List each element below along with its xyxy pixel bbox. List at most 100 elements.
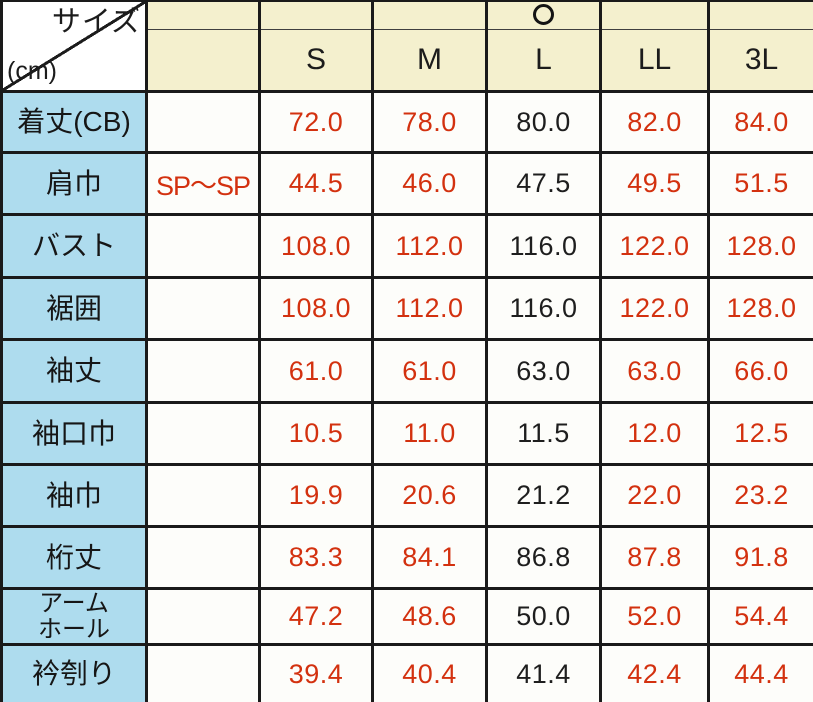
value-cell: 48.6 [374, 590, 485, 643]
value-cell: 12.5 [710, 404, 813, 463]
value-cell: 63.0 [488, 341, 599, 401]
value-cell: 22.0 [602, 466, 707, 525]
value-cell: 82.0 [602, 93, 707, 151]
row-label: 袖口巾 [31, 417, 116, 449]
note-header-label [148, 30, 258, 90]
value-cell: 112.0 [374, 216, 485, 276]
value-cell: 116.0 [488, 216, 599, 276]
value-cell: 61.0 [374, 341, 485, 401]
value-cell: 61.0 [261, 341, 371, 401]
value-cell: 10.5 [261, 404, 371, 463]
note-cell [148, 528, 258, 587]
value-cell: 116.0 [488, 279, 599, 338]
value-cell: 41.4 [488, 646, 599, 702]
column-label: LL [637, 43, 672, 76]
value-cell: 47.2 [261, 590, 371, 643]
value-cell: 80.0 [488, 93, 599, 151]
value-cell: 44.5 [261, 154, 371, 213]
note-column-header [148, 2, 258, 90]
column-label: M [417, 43, 442, 76]
note-cell [148, 646, 258, 702]
unit-label: (cm) [7, 57, 57, 85]
row-header: 着丈(CB) [3, 93, 145, 151]
row-header: 肩巾 [3, 154, 145, 213]
row-label: 衿刳り [31, 658, 116, 689]
size-axis-label: サイズ [51, 6, 141, 38]
value-cell: 47.5 [488, 154, 599, 213]
note-cell [148, 590, 258, 643]
note-cell [148, 216, 258, 276]
value-cell: 122.0 [602, 216, 707, 276]
row-header: 衿刳り [3, 646, 145, 702]
value-cell: 84.1 [374, 528, 485, 587]
value-cell: 52.0 [602, 590, 707, 643]
corner-header-cell: サイズ (cm) [3, 2, 145, 90]
column-header-s: S [261, 2, 371, 90]
column-label: S [305, 43, 326, 76]
value-cell: 108.0 [261, 216, 371, 276]
column-header-3l: 3L [710, 2, 813, 90]
value-cell: 83.3 [261, 528, 371, 587]
value-cell: 108.0 [261, 279, 371, 338]
row-label: バスト [31, 230, 116, 261]
value-cell: 21.2 [488, 466, 599, 525]
circle-mark-icon [533, 4, 554, 25]
row-header: 袖丈 [3, 341, 145, 401]
row-header: 桁丈 [3, 528, 145, 587]
value-cell: 40.4 [374, 646, 485, 702]
value-cell: 44.4 [710, 646, 813, 702]
row-header: 袖口巾 [3, 404, 145, 463]
value-cell: 46.0 [374, 154, 485, 213]
value-cell: 66.0 [710, 341, 813, 401]
value-cell: 84.0 [710, 93, 813, 151]
value-cell: 19.9 [261, 466, 371, 525]
row-header: バスト [3, 216, 145, 276]
value-cell: 42.4 [602, 646, 707, 702]
column-header-l: L [488, 2, 599, 90]
value-cell: 128.0 [710, 216, 813, 276]
note-header-top [148, 2, 258, 30]
note-cell [148, 404, 258, 463]
value-cell: 11.5 [488, 404, 599, 463]
value-cell: 72.0 [261, 93, 371, 151]
value-cell: 122.0 [602, 279, 707, 338]
note-cell [148, 93, 258, 151]
row-label: 裾囲 [45, 292, 102, 324]
column-header-ll: LL [602, 2, 707, 90]
value-cell: 51.5 [710, 154, 813, 213]
value-cell: 49.5 [602, 154, 707, 213]
value-cell: 11.0 [374, 404, 485, 463]
note-cell: SP～SP [148, 154, 258, 213]
value-cell: 63.0 [602, 341, 707, 401]
row-header: 裾囲 [3, 279, 145, 338]
sp-to-sp-note: SP～SP [155, 171, 251, 201]
value-cell: 54.4 [710, 590, 813, 643]
note-cell [148, 279, 258, 338]
value-cell: 112.0 [374, 279, 485, 338]
row-label: アーム ホール [38, 590, 110, 643]
column-label: L [535, 43, 552, 76]
value-cell: 86.8 [488, 528, 599, 587]
value-cell: 50.0 [488, 590, 599, 643]
value-cell: 23.2 [710, 466, 813, 525]
value-cell: 20.6 [374, 466, 485, 525]
value-cell: 12.0 [602, 404, 707, 463]
value-cell: 128.0 [710, 279, 813, 338]
row-label: 着丈(CB) [17, 106, 131, 137]
column-label: 3L [744, 43, 779, 76]
column-header-m: M [374, 2, 485, 90]
value-cell: 91.8 [710, 528, 813, 587]
value-cell: 78.0 [374, 93, 485, 151]
value-cell: 87.8 [602, 528, 707, 587]
row-label: 桁丈 [45, 541, 102, 573]
value-cell: 39.4 [261, 646, 371, 702]
row-label: 袖丈 [45, 355, 102, 386]
row-header: 袖巾 [3, 466, 145, 525]
row-label: 肩巾 [45, 167, 102, 199]
note-cell [148, 466, 258, 525]
note-cell [148, 341, 258, 401]
row-label: 袖巾 [45, 479, 102, 511]
row-header: アーム ホール [3, 590, 145, 643]
